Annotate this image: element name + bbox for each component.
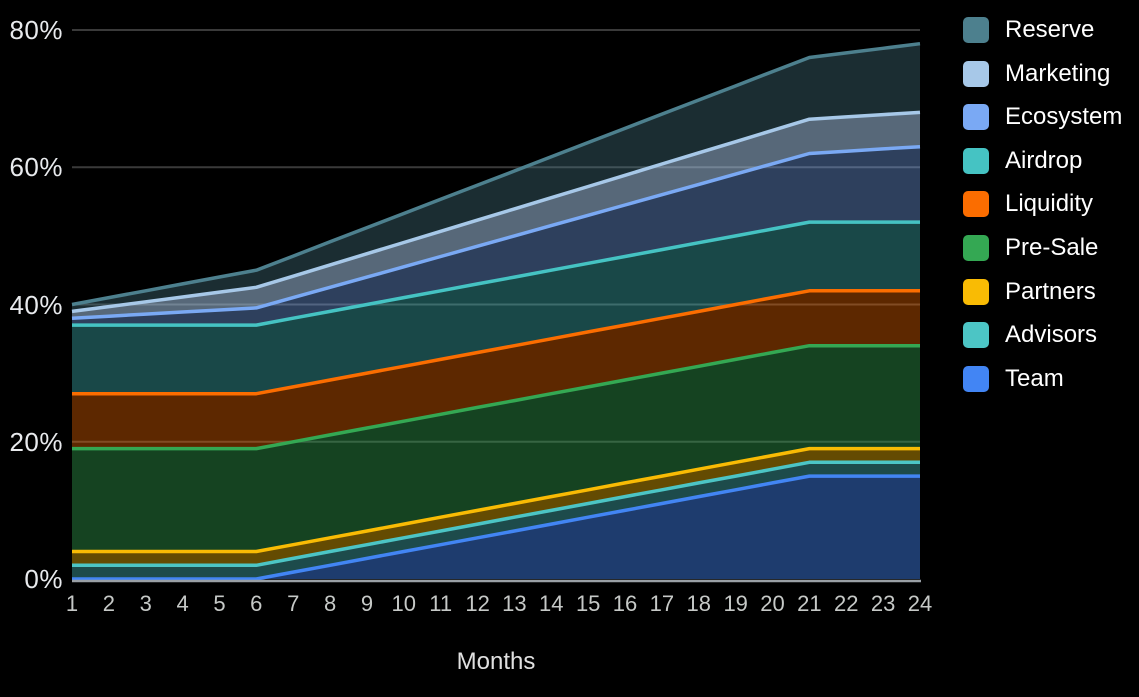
x-tick-label: 15 bbox=[575, 591, 601, 616]
x-tick-label: 20 bbox=[760, 591, 785, 616]
legend-item-airdrop[interactable]: Airdrop bbox=[963, 147, 1082, 175]
x-tick-label: 16 bbox=[612, 591, 638, 616]
x-tick-label: 5 bbox=[213, 591, 226, 616]
x-tick-label: 12 bbox=[465, 591, 490, 616]
line-pre-sale bbox=[72, 343, 920, 451]
x-tick-label: 22 bbox=[834, 591, 859, 616]
legend-label: Advisors bbox=[1005, 321, 1098, 349]
legend-item-marketing[interactable]: Marketing bbox=[963, 60, 1110, 88]
y-tick-label: 40% bbox=[9, 289, 63, 320]
y-tick-label: 80% bbox=[9, 15, 63, 45]
x-tick-label: 3 bbox=[139, 591, 152, 616]
legend-swatch-liquidity bbox=[963, 191, 989, 218]
legend-label: Partners bbox=[1005, 277, 1096, 305]
x-axis-title: Months bbox=[456, 648, 536, 675]
legend-label: Liquidity bbox=[1005, 190, 1094, 218]
legend-swatch-marketing bbox=[963, 60, 989, 87]
line-team bbox=[72, 474, 920, 581]
x-tick-label: 23 bbox=[870, 591, 896, 616]
legend-swatch-team bbox=[963, 365, 989, 392]
line-ecosystem bbox=[71, 144, 921, 320]
area-reserve bbox=[72, 43, 920, 312]
x-tick-label: 2 bbox=[102, 591, 116, 616]
legend-label: Pre-Sale bbox=[1005, 234, 1099, 261]
y-tick-label: 20% bbox=[9, 426, 63, 457]
legend-item-team[interactable]: Team bbox=[963, 365, 1064, 393]
legend-item-ecosystem[interactable]: Ecosystem bbox=[963, 103, 1122, 131]
legend-item-reserve[interactable]: Reserve bbox=[963, 16, 1094, 44]
line-advisors bbox=[72, 460, 920, 568]
area-team bbox=[72, 476, 920, 579]
line-reserve bbox=[71, 41, 921, 307]
x-tick-label: 1 bbox=[65, 591, 79, 616]
legend-swatch-pre-sale bbox=[963, 235, 989, 261]
x-tick-label: 21 bbox=[797, 591, 822, 616]
legend-swatch-airdrop bbox=[963, 147, 989, 174]
x-tick-label: 11 bbox=[429, 591, 453, 616]
legend-swatch-reserve bbox=[963, 17, 989, 43]
legend-swatch-advisors bbox=[963, 322, 989, 349]
x-tick-label: 8 bbox=[323, 591, 337, 616]
x-tick-label: 24 bbox=[907, 591, 933, 616]
area-ecosystem bbox=[72, 146, 920, 326]
x-tick-label: 17 bbox=[649, 591, 675, 616]
x-tick-label: 10 bbox=[391, 591, 417, 616]
line-partners bbox=[72, 446, 920, 554]
x-tick-label: 18 bbox=[686, 591, 712, 616]
x-tick-label: 7 bbox=[287, 591, 300, 616]
area-pre-sale bbox=[72, 345, 920, 552]
line-liquidity bbox=[72, 289, 920, 396]
area-liquidity bbox=[72, 290, 920, 449]
x-tick-label: 13 bbox=[502, 591, 527, 616]
legend-label: Airdrop bbox=[1005, 146, 1083, 174]
y-tick-label: 0% bbox=[24, 564, 63, 594]
legend-item-pre-sale[interactable]: Pre-Sale bbox=[963, 234, 1098, 262]
line-airdrop bbox=[72, 220, 920, 327]
legend-swatch-partners bbox=[963, 278, 989, 305]
legend-label: Marketing bbox=[1005, 59, 1111, 87]
x-tick-label: 6 bbox=[250, 591, 263, 616]
legend-item-liquidity[interactable]: Liquidity bbox=[963, 190, 1093, 218]
y-tick-label: 60% bbox=[9, 152, 63, 183]
legend-item-partners[interactable]: Partners bbox=[963, 278, 1096, 306]
line-marketing bbox=[71, 110, 921, 314]
x-tick-label: 14 bbox=[539, 591, 564, 616]
legend-label: Team bbox=[1005, 364, 1064, 392]
legend-swatch-ecosystem bbox=[963, 104, 989, 131]
x-tick-label: 9 bbox=[360, 591, 374, 616]
x-tick-label: 4 bbox=[176, 591, 189, 616]
legend-label: Ecosystem bbox=[1005, 103, 1123, 131]
x-tick-label: 19 bbox=[723, 591, 748, 616]
area-airdrop bbox=[72, 222, 920, 394]
legend-item-advisors[interactable]: Advisors bbox=[963, 321, 1097, 349]
legend-label: Reserve bbox=[1005, 16, 1095, 43]
